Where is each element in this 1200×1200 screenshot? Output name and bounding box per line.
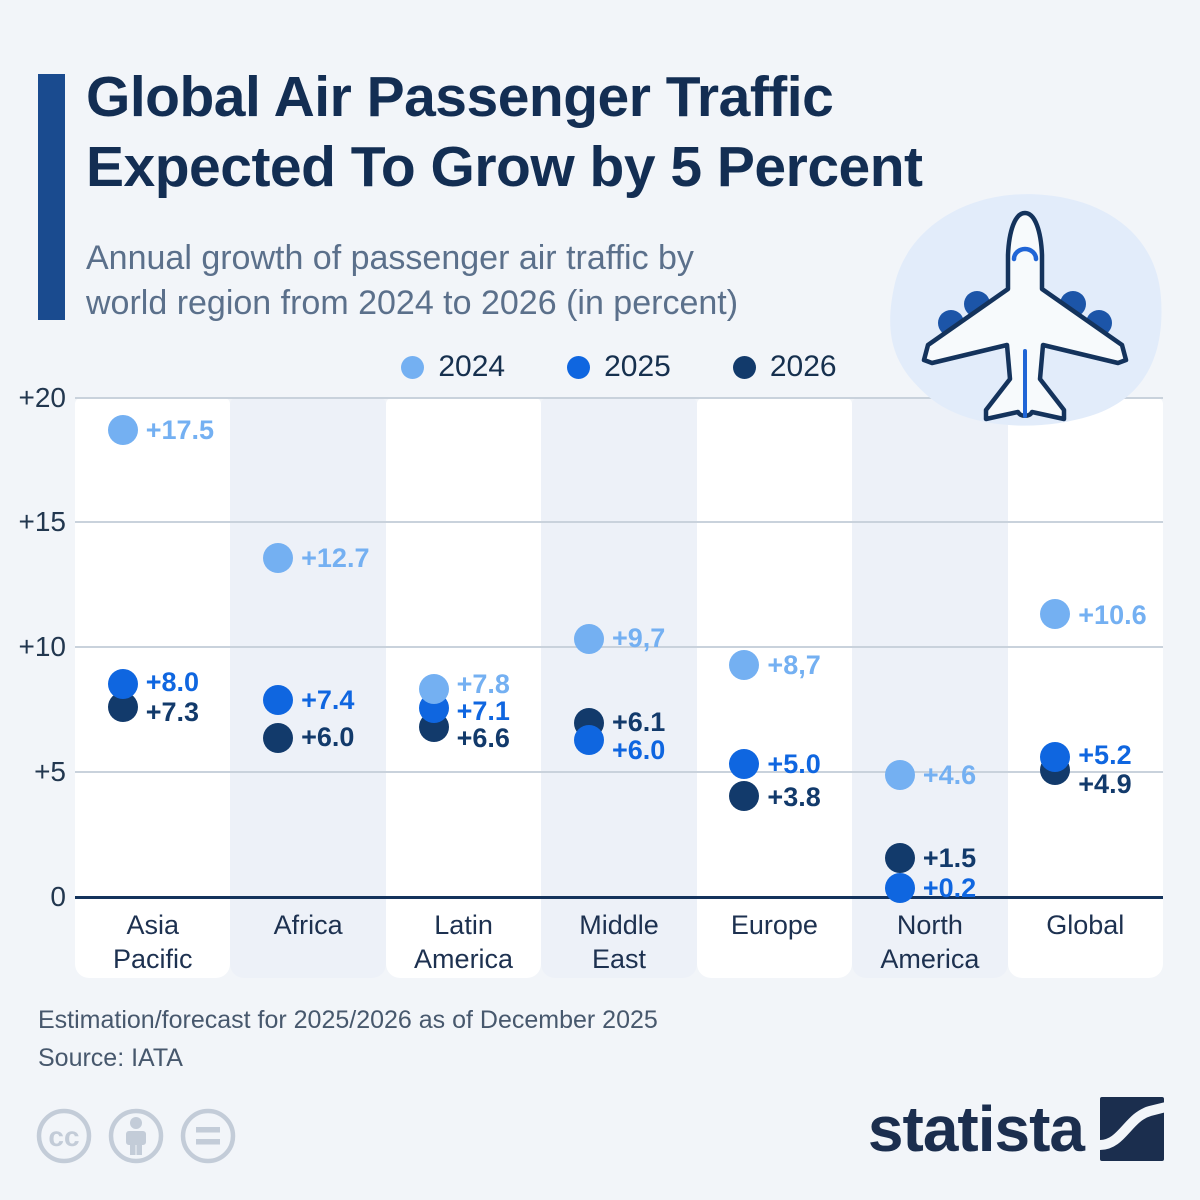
title-line-2: Expected To Grow by 5 Percent — [86, 135, 923, 199]
data-point-label-2025: +6.0 — [612, 735, 666, 765]
data-point-2025 — [1040, 741, 1071, 772]
legend: 2024 2025 2026 — [75, 350, 1163, 384]
column-band — [75, 397, 231, 978]
data-point-label-2026: +3.8 — [767, 782, 821, 812]
data-point-label-2026: +7.3 — [145, 697, 200, 727]
data-point-label-2025: +0.2 — [922, 873, 977, 903]
gridline-5 — [75, 771, 1163, 774]
y-axis-tick-label: +15 — [18, 506, 67, 538]
data-point-2024 — [263, 543, 294, 574]
data-point-label-2025: +5.2 — [1078, 740, 1132, 770]
y-axis-tick-label: 0 — [50, 881, 66, 912]
data-point-label-2024: +17.5 — [145, 415, 215, 445]
column-band — [230, 397, 386, 978]
category-label: North America — [880, 910, 980, 974]
data-point-label-2026: +6.6 — [456, 723, 510, 753]
data-point-label-2024: +7.8 — [456, 669, 510, 699]
legend-dot-2024 — [401, 355, 425, 379]
gridline-20 — [75, 396, 1163, 399]
data-point-label-2025: +5.0 — [767, 749, 821, 779]
data-point-label-2026: +1.5 — [922, 843, 977, 873]
data-point-2026 — [729, 781, 760, 812]
statista-brand: statista — [868, 1094, 1164, 1164]
column-band — [1007, 397, 1163, 978]
source-note: Source: IATA — [38, 1044, 183, 1072]
title-line-1: Global Air Passenger Traffic — [86, 65, 834, 129]
data-point-2024 — [107, 414, 138, 445]
page-title: Global Air Passenger Traffic Expected To… — [86, 62, 923, 202]
data-point-label-2024: +10.6 — [1078, 600, 1147, 630]
data-point-2024 — [1040, 599, 1071, 630]
legend-dot-2026 — [732, 355, 756, 379]
data-point-label-2024: +9,7 — [612, 623, 666, 653]
data-point-label-2025: +7.1 — [456, 696, 510, 726]
legend-item-2026: 2026 — [732, 350, 837, 384]
category-label: Latin America — [414, 910, 514, 974]
gridline-10 — [75, 646, 1163, 649]
creative-commons-icons: cc — [36, 1106, 276, 1171]
legend-item-2024: 2024 — [401, 350, 505, 384]
data-point-2024 — [418, 674, 449, 705]
legend-label-2026: 2026 — [769, 350, 837, 383]
data-point-label-2026: +6.1 — [612, 707, 666, 737]
legend-label-2024: 2024 — [438, 350, 506, 383]
data-point-label-2026: +6.0 — [301, 722, 355, 752]
data-point-label-2024: +12.7 — [301, 543, 370, 573]
data-point-label-2025: +8.0 — [145, 667, 200, 697]
y-axis-tick-label: +20 — [18, 381, 67, 413]
subtitle-line-2: world region from 2024 to 2026 (in perce… — [86, 284, 739, 322]
data-point-2025 — [884, 872, 915, 903]
data-point-2024 — [729, 650, 760, 681]
legend-item-2025: 2025 — [567, 350, 671, 384]
zero-baseline — [75, 895, 1163, 899]
category-label: Middle East — [579, 910, 659, 974]
column-band — [385, 397, 542, 978]
title-accent-bar — [38, 74, 65, 320]
cc-nd-equals-icon — [180, 1108, 236, 1164]
category-label: Europe — [730, 910, 818, 940]
data-point-2025 — [574, 724, 604, 755]
svg-text:cc: cc — [48, 1121, 79, 1152]
column-band — [541, 397, 697, 978]
data-point-2025 — [263, 685, 294, 716]
category-label: Africa — [273, 910, 343, 940]
data-point-2024 — [574, 623, 604, 654]
data-point-2026 — [884, 842, 915, 873]
data-point-label-2025: +7.4 — [301, 685, 355, 715]
data-point-2025 — [729, 749, 760, 780]
estimation-note: Estimation/forecast for 2025/2026 as of … — [38, 1006, 658, 1034]
subtitle-line-1: Annual growth of passenger air traffic b… — [86, 239, 694, 277]
data-point-2024 — [884, 759, 915, 790]
data-point-label-2024: +8,7 — [767, 650, 821, 680]
legend-dot-2025 — [567, 355, 591, 379]
cc-by-person-icon — [108, 1108, 164, 1164]
statista-logo-icon — [1100, 1097, 1164, 1161]
y-axis-tick-label: +5 — [34, 756, 66, 788]
y-axis-tick-label: +10 — [18, 631, 67, 663]
category-label: Global — [1046, 910, 1125, 940]
column-band — [696, 397, 853, 978]
data-point-label-2026: +4.9 — [1078, 769, 1132, 799]
legend-label-2025: 2025 — [604, 350, 671, 383]
data-point-2026 — [263, 722, 294, 753]
data-point-label-2024: +4.6 — [922, 760, 977, 790]
data-point-2025 — [107, 669, 138, 699]
gridline-15 — [75, 521, 1163, 524]
airplane-icon — [855, 183, 1195, 453]
page-subtitle: Annual growth of passenger air traffic b… — [86, 236, 738, 326]
column-band — [852, 397, 1008, 978]
cc-icon: cc — [36, 1108, 92, 1164]
statista-wordmark: statista — [867, 1093, 1085, 1165]
category-label: Asia Pacific — [112, 910, 193, 974]
